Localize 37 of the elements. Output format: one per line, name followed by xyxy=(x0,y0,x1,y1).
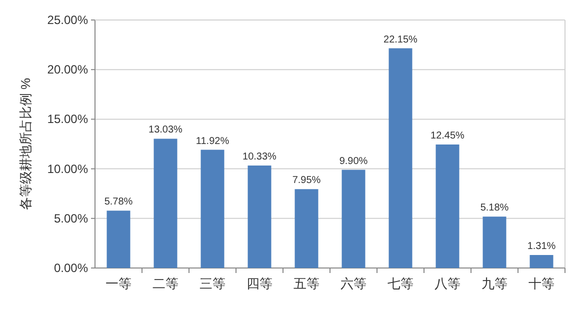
bar xyxy=(248,166,272,268)
bar xyxy=(388,48,412,268)
x-tick-label: 二等 xyxy=(152,276,178,291)
bar xyxy=(154,138,178,268)
y-tick-label: 0.00% xyxy=(54,261,88,275)
data-label: 5.18% xyxy=(480,202,509,214)
y-tick-label: 5.00% xyxy=(54,211,88,226)
bar xyxy=(294,189,318,268)
x-tick-label: 十等 xyxy=(528,276,554,291)
x-tick-label: 八等 xyxy=(434,276,460,291)
x-tick-label: 七等 xyxy=(388,276,414,291)
data-label: 10.33% xyxy=(242,152,277,163)
y-axis-title: 各等级耕地所占比例 % xyxy=(18,77,33,210)
data-label: 7.95% xyxy=(292,175,321,186)
data-label: 13.03% xyxy=(148,124,183,136)
bar xyxy=(482,216,506,268)
data-label: 22.15% xyxy=(384,34,418,46)
y-tick-label: 20.00% xyxy=(47,62,88,77)
bar xyxy=(200,150,224,268)
data-label: 9.90% xyxy=(339,156,368,167)
y-tick-label: 15.00% xyxy=(47,112,88,126)
data-label: 1.31% xyxy=(527,241,556,252)
x-tick-label: 四等 xyxy=(246,276,272,291)
data-label: 5.78% xyxy=(104,196,133,208)
bar xyxy=(106,210,130,268)
x-tick-label: 一等 xyxy=(106,276,132,291)
x-tick-label: 五等 xyxy=(294,276,320,291)
x-tick-label: 三等 xyxy=(200,276,226,291)
data-label: 12.45% xyxy=(430,130,465,142)
x-tick-label: 六等 xyxy=(340,276,366,291)
x-tick-label: 九等 xyxy=(482,276,508,291)
bar xyxy=(530,255,554,268)
y-tick-label: 25.00% xyxy=(47,13,88,27)
bar xyxy=(436,144,460,268)
data-label: 11.92% xyxy=(196,136,230,147)
bar xyxy=(342,170,366,268)
y-tick-label: 10.00% xyxy=(47,162,88,176)
